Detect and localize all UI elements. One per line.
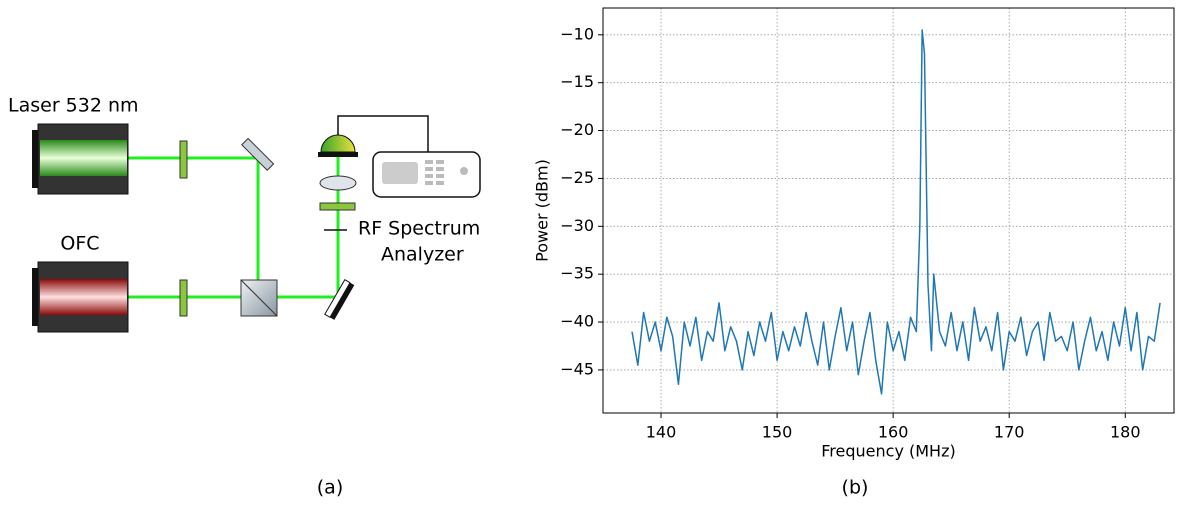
plot-frame <box>602 7 1175 414</box>
caption: (b) <box>842 477 869 499</box>
y-tick-label: −30 <box>560 216 594 235</box>
y-tick-label: −15 <box>560 72 594 91</box>
x-tick-label: 180 <box>1110 423 1141 442</box>
waveplate <box>319 202 356 211</box>
ofc-mount <box>32 268 40 326</box>
y-tick-label: −20 <box>560 120 594 139</box>
x-tick-label: 150 <box>762 423 793 442</box>
y-axis-label: Power (dBm) <box>533 159 552 262</box>
y-tick-label: −40 <box>560 312 594 331</box>
y-tick-label: −25 <box>560 168 594 187</box>
y-tick-label: −35 <box>560 264 594 283</box>
laser-mount <box>32 130 40 188</box>
spectrum-line <box>631 29 1161 395</box>
x-tick-label: 170 <box>994 423 1025 442</box>
caption: (a) <box>317 477 343 499</box>
analyzer-label: RF Spectrum <box>358 218 480 240</box>
x-tick-label: 140 <box>646 423 677 442</box>
lens <box>319 175 357 191</box>
beam <box>128 150 340 299</box>
ofc-label: OFC <box>60 233 99 255</box>
cable <box>337 115 429 152</box>
detector <box>320 134 356 153</box>
grating <box>324 278 355 320</box>
detector-base <box>318 152 358 157</box>
waveplate <box>179 140 188 179</box>
mirror <box>241 137 275 171</box>
x-tick-label: 160 <box>878 423 909 442</box>
beam-splitter-diag <box>240 279 278 317</box>
x-axis-label: Frequency (MHz) <box>821 442 955 461</box>
analyzer-label: Analyzer <box>381 244 464 266</box>
analyzer-buttons <box>425 160 468 185</box>
laser-label: Laser 532 nm <box>8 95 139 117</box>
beam <box>128 156 260 297</box>
laser-beam-glow <box>40 140 127 176</box>
waveplate <box>179 279 188 317</box>
setup-diagram: Laser 532 nm OFC RF Spectrum Analyzer (a… <box>8 95 481 499</box>
analyzer-screen <box>382 162 418 184</box>
y-tick-label: −45 <box>560 359 594 378</box>
y-tick-label: −10 <box>560 24 594 43</box>
ofc-beam-glow <box>40 279 127 315</box>
chart: 140 150 160 170 180 −45 −40 −35 −30 −25 −20 −15 −10 F… <box>533 7 1175 499</box>
